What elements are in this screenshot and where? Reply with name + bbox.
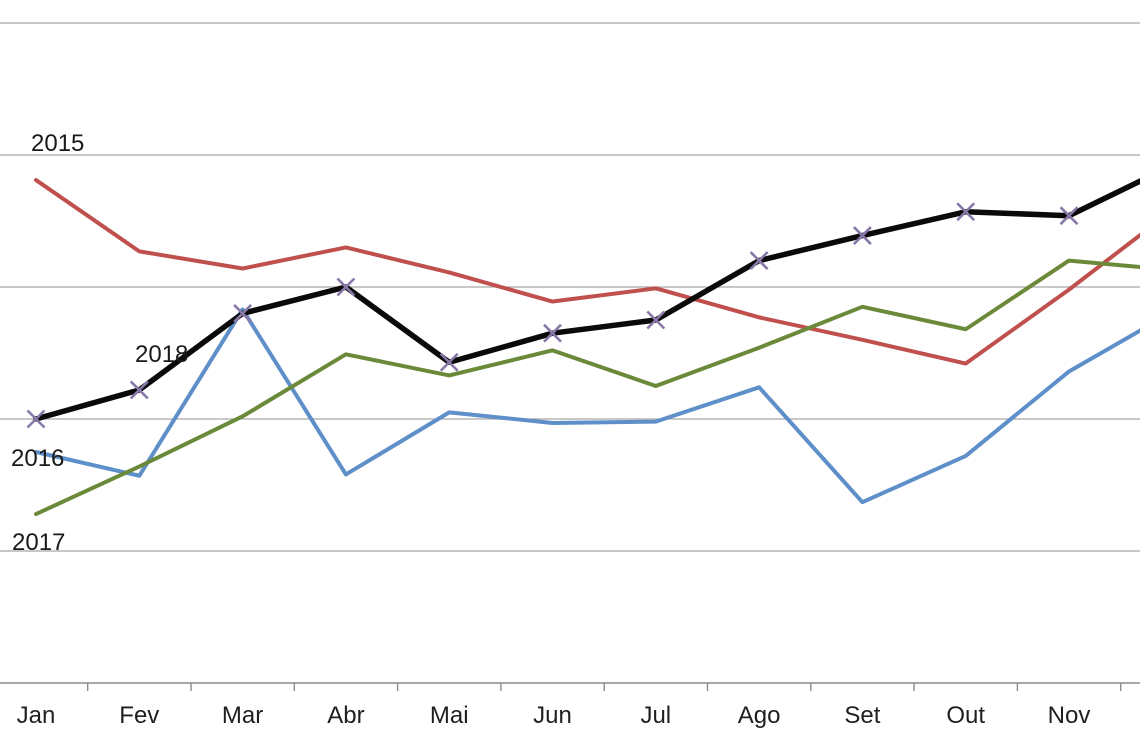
x-axis-label: Jul <box>640 702 671 729</box>
x-axis-label: Set <box>844 702 880 729</box>
series-line-2018 <box>33 178 1140 422</box>
series-line-2015 <box>34 178 1140 366</box>
gridlines <box>0 22 1140 552</box>
x-marker-stroke <box>543 323 562 343</box>
x-axis <box>0 682 1140 691</box>
x-marker-stroke <box>646 310 666 330</box>
x-marker-stroke <box>749 251 769 271</box>
series-line-2017 <box>34 258 1140 517</box>
x-marker <box>956 202 976 222</box>
x-axis-label: Out <box>946 702 985 729</box>
x-marker <box>1059 206 1079 226</box>
series-label-2017: 2017 <box>12 529 66 556</box>
x-marker-stroke <box>129 380 149 400</box>
x-marker-stroke <box>1059 206 1079 226</box>
x-axis-label: Ago <box>738 702 781 729</box>
x-marker <box>26 409 46 429</box>
series-line-2016 <box>34 307 1140 505</box>
series-label-2016: 2016 <box>11 445 65 472</box>
x-marker-stroke <box>26 409 46 429</box>
x-axis-label: Abr <box>327 702 364 729</box>
series-label-2018: 2018 <box>135 341 189 368</box>
x-marker <box>749 251 769 271</box>
series-markers-2018 <box>26 202 1079 429</box>
x-axis-label: Jun <box>533 702 572 729</box>
x-marker <box>852 226 872 245</box>
x-marker-stroke <box>852 226 872 245</box>
x-marker-stroke <box>439 352 459 372</box>
x-marker-stroke <box>336 277 356 297</box>
x-marker <box>646 310 666 330</box>
x-marker <box>439 352 459 372</box>
x-axis-labels: Jan Fev Mar Abr Mai Jun Jul Ago Set Out Nov <box>17 702 1091 729</box>
x-axis-label: Mai <box>430 702 469 729</box>
x-marker-stroke <box>233 303 253 323</box>
x-marker <box>233 303 253 323</box>
x-axis-label: Mar <box>222 702 263 729</box>
series-label-2015: 2015 <box>31 130 85 157</box>
x-marker-stroke <box>956 202 976 222</box>
x-axis-label: Jan <box>17 702 56 729</box>
x-marker <box>129 380 149 400</box>
x-axis-label: Fev <box>119 702 159 729</box>
x-marker <box>336 277 356 297</box>
x-axis-label: Nov <box>1048 702 1091 729</box>
x-marker <box>543 323 562 343</box>
